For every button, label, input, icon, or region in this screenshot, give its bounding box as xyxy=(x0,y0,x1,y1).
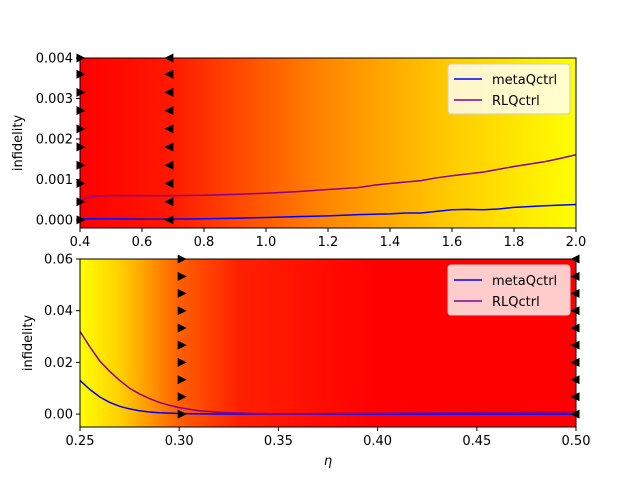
y-axis-label: infidelity xyxy=(11,115,26,172)
x-tick-label: 0.50 xyxy=(562,434,591,449)
triangle-marker xyxy=(76,215,86,225)
x-axis-label: η xyxy=(324,454,332,469)
x-tick-label: 1.4 xyxy=(380,235,401,250)
series-line-RLQctrl xyxy=(80,330,576,415)
x-tick-label: 0.45 xyxy=(462,434,491,449)
triangle-marker xyxy=(76,160,86,170)
triangle-marker xyxy=(177,306,187,316)
triangle-marker xyxy=(76,124,86,134)
triangle-marker xyxy=(570,271,580,281)
triangle-marker xyxy=(177,409,187,419)
triangle-marker xyxy=(570,306,580,316)
x-tick-label: 2.0 xyxy=(566,235,587,250)
triangle-marker xyxy=(76,142,86,152)
bottom-chart: 0.25 0.30 0.35 0.40 0.45 0.50 0.00 0.02 0.04 0.06… xyxy=(21,253,590,470)
y-tick-label: 0.001 xyxy=(36,173,73,188)
triangle-marker xyxy=(570,392,580,402)
plot-area xyxy=(80,330,576,415)
triangle-marker xyxy=(164,69,174,79)
legend-label: RLQctrl xyxy=(492,94,540,109)
legend: metaQctrl RLQctrl xyxy=(447,264,571,316)
x-tick-label: 1.6 xyxy=(442,235,463,250)
x-tick-label: 0.35 xyxy=(264,434,293,449)
legend-box xyxy=(447,63,571,115)
x-tick-label: 0.4 xyxy=(70,235,91,250)
y-tick-label: 0.00 xyxy=(44,408,73,423)
triangle-marker xyxy=(570,357,580,367)
x-tick-label: 0.25 xyxy=(66,434,95,449)
triangle-marker xyxy=(164,106,174,116)
x-tick-label: 1.8 xyxy=(504,235,525,250)
legend-label: metaQctrl xyxy=(492,274,557,289)
triangle-marker xyxy=(164,215,174,225)
triangle-marker xyxy=(570,340,580,350)
triangle-marker xyxy=(177,271,187,281)
x-tick-label: 0.30 xyxy=(165,434,194,449)
axes-frame xyxy=(79,258,577,428)
triangle-marker xyxy=(177,375,187,385)
triangle-marker xyxy=(164,178,174,188)
triangle-marker xyxy=(164,87,174,97)
triangle-marker xyxy=(570,288,580,298)
y-tick-label: 0.002 xyxy=(36,132,73,147)
triangle-marker xyxy=(76,87,86,97)
x-tick-label: 0.8 xyxy=(194,235,215,250)
triangle-marker xyxy=(76,106,86,116)
triangle-marker xyxy=(164,142,174,152)
x-tick-label: 1.2 xyxy=(318,235,339,250)
triangle-marker xyxy=(570,323,580,333)
triangle-marker xyxy=(164,197,174,207)
triangle-marker xyxy=(76,197,86,207)
legend: metaQctrl RLQctrl xyxy=(447,63,571,115)
triangle-marker xyxy=(177,288,187,298)
legend-label: RLQctrl xyxy=(492,295,540,310)
y-tick-label: 0.02 xyxy=(44,356,73,371)
top-chart: 0.4 0.6 0.8 1.0 1.2 1.4 1.6 1.8 2.0 0.000 0.001 0.0… xyxy=(11,52,586,251)
y-tick-label: 0.04 xyxy=(44,304,73,319)
series-line-RLQctrl xyxy=(80,154,576,203)
triangle-marker xyxy=(177,323,187,333)
x-tick-label: 1.0 xyxy=(256,235,277,250)
y-tick-label: 0.000 xyxy=(36,213,73,228)
y-axis-label: infidelity xyxy=(21,315,36,372)
legend-label: metaQctrl xyxy=(492,73,557,88)
legend-box xyxy=(447,264,571,316)
x-tick-label: 0.6 xyxy=(132,235,153,250)
triangle-marker xyxy=(570,409,580,419)
x-tick-label: 0.40 xyxy=(363,434,392,449)
triangle-marker xyxy=(76,69,86,79)
y-tick-label: 0.004 xyxy=(36,52,73,67)
triangle-marker xyxy=(164,160,174,170)
y-tick-label: 0.003 xyxy=(36,92,73,107)
triangle-marker xyxy=(177,340,187,350)
plot-area xyxy=(80,154,576,220)
triangle-marker xyxy=(177,392,187,402)
triangle-marker xyxy=(570,375,580,385)
series-line-metaQctrl xyxy=(80,203,576,220)
y-tick-label: 0.06 xyxy=(44,253,73,268)
triangle-marker xyxy=(76,178,86,188)
triangle-marker xyxy=(164,124,174,134)
triangle-marker xyxy=(177,357,187,367)
